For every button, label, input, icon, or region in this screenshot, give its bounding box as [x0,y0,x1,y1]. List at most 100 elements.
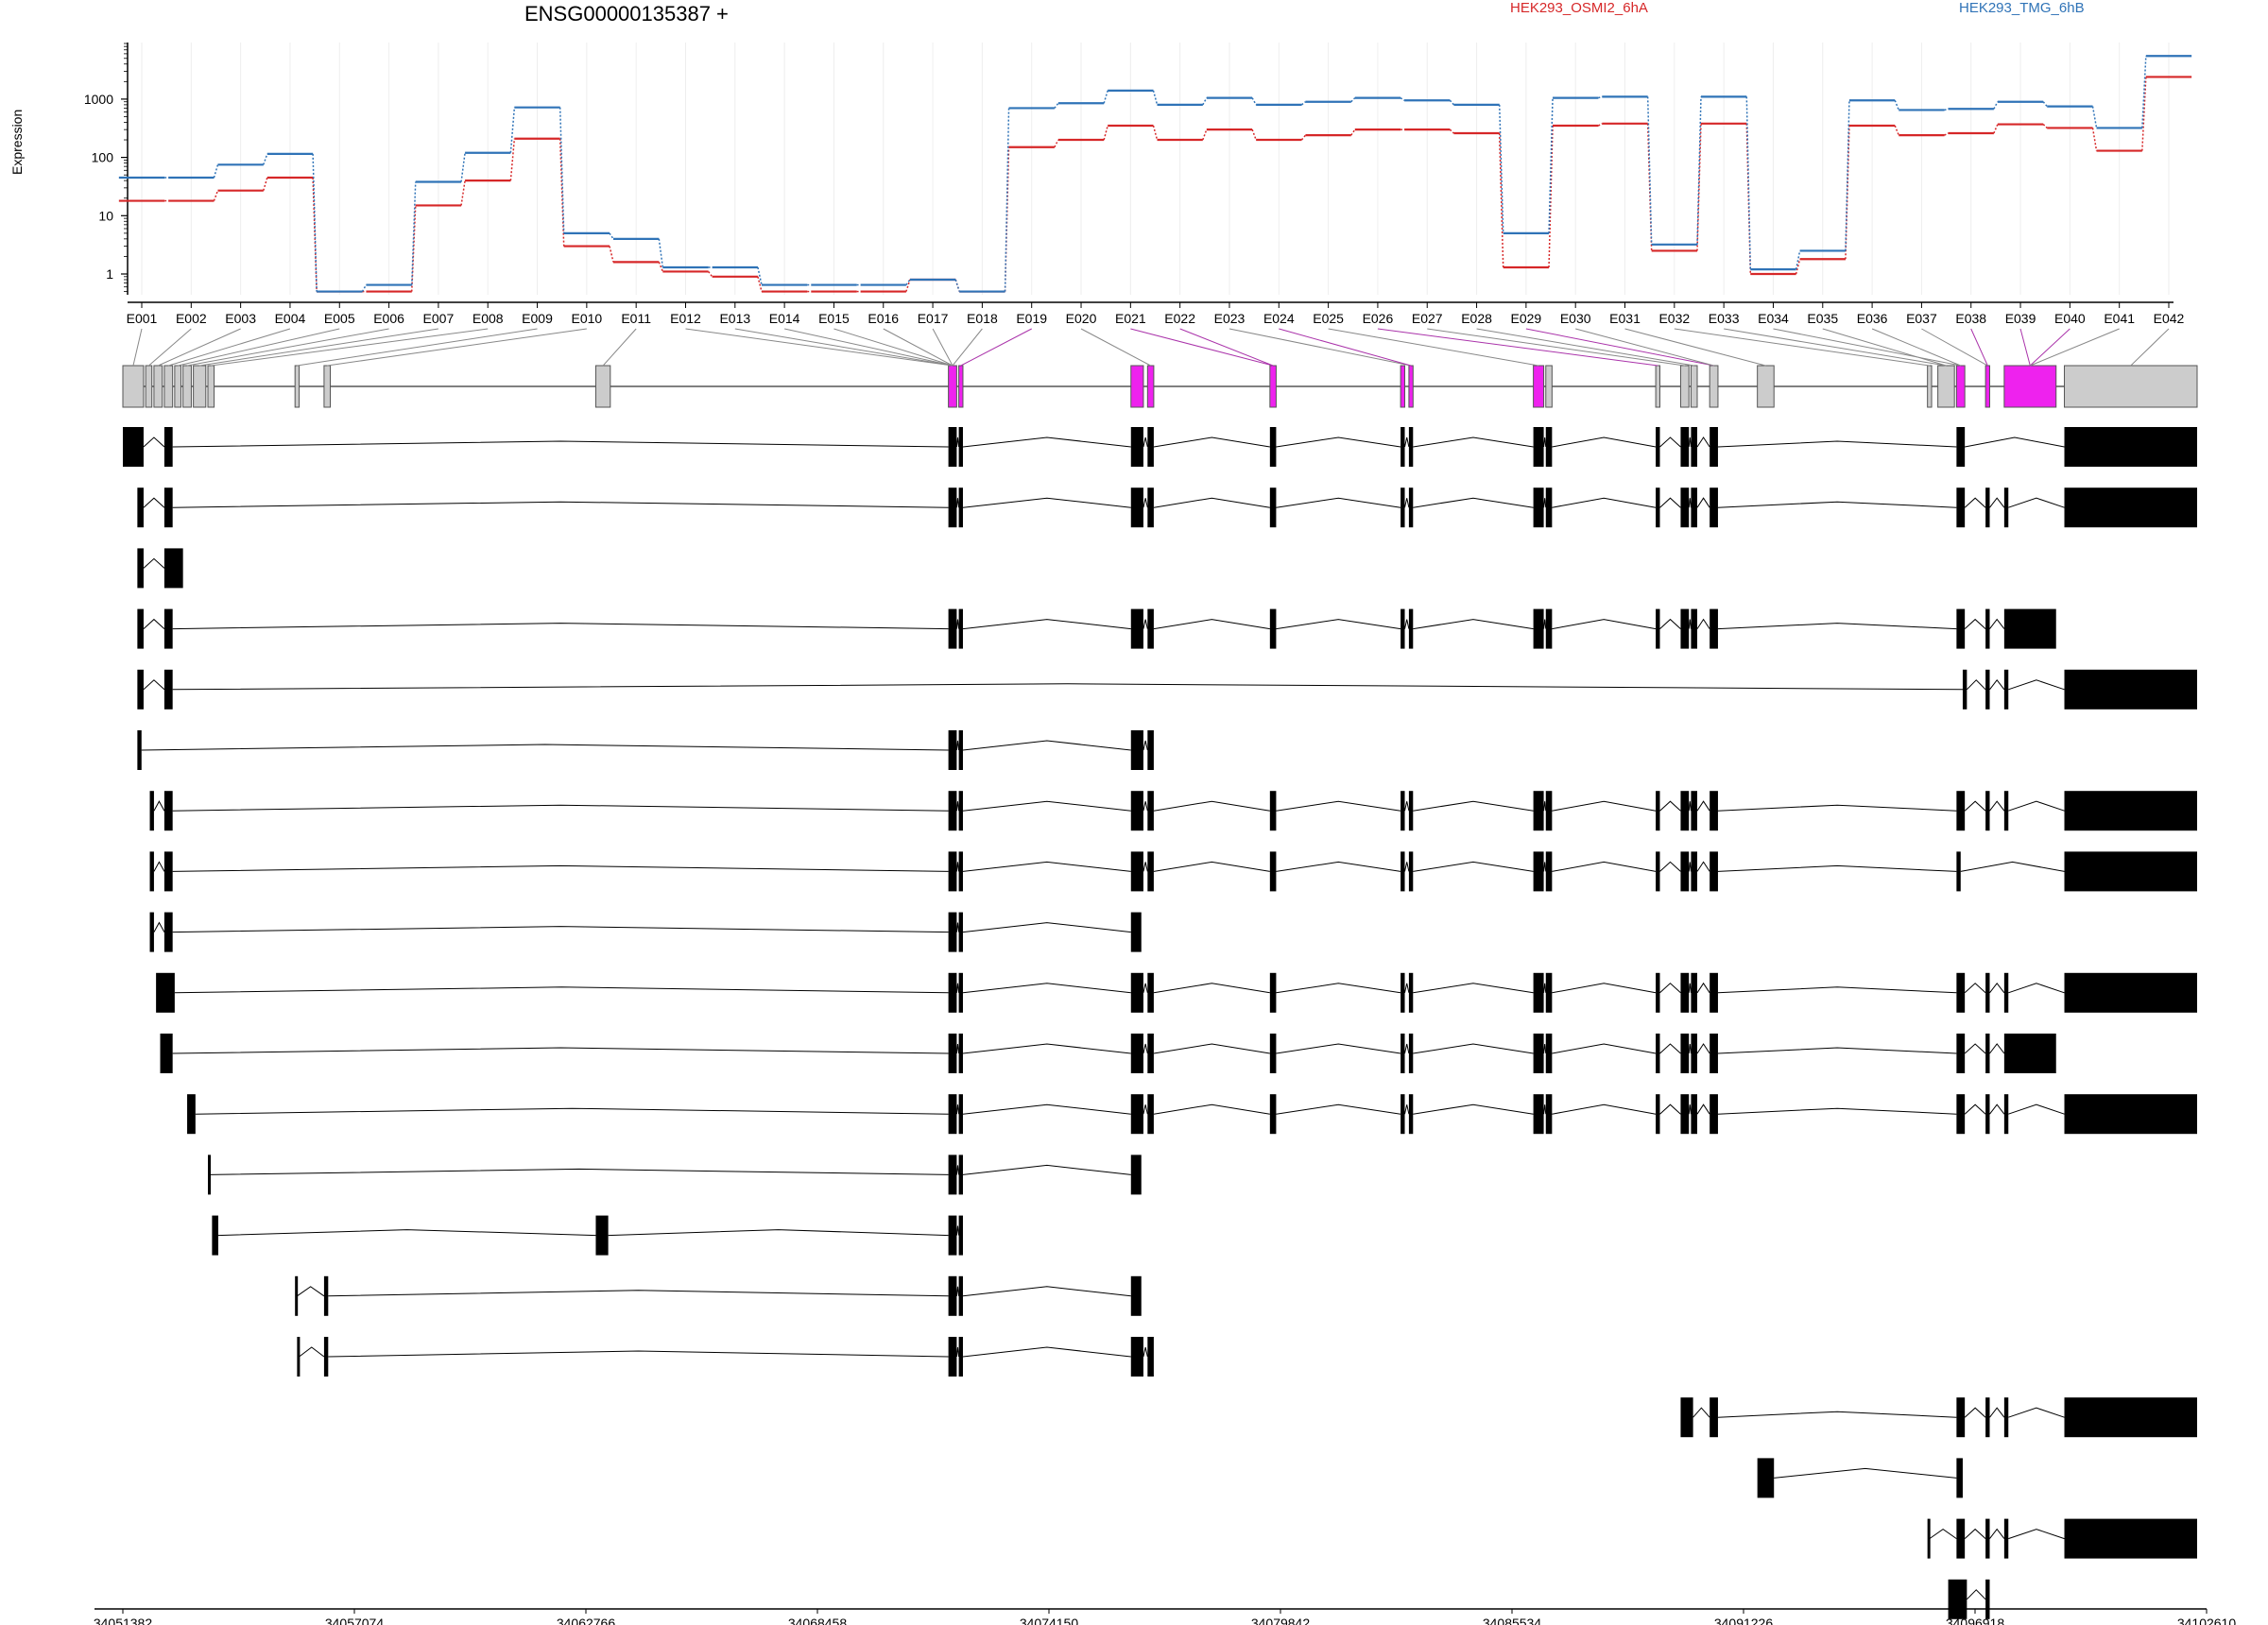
transcript-intron [2008,800,2065,812]
transcript-intron [1543,619,1547,629]
transcript-exon [1130,427,1143,467]
transcript-intron [1276,497,1401,508]
series-connector [509,107,516,153]
transcript-intron [2008,983,2065,994]
exon-connector [1427,328,1685,367]
transcript-exon [1757,1458,1775,1498]
transcript-intron [141,744,949,751]
transcript-intron [962,619,1131,630]
transcript-exon [948,1155,957,1195]
transcript-intron [1153,861,1270,872]
exon-label: E024 [1263,311,1295,326]
transcript-intron [1413,1103,1534,1115]
exon-label: E022 [1164,311,1195,326]
series-connector [905,279,911,285]
transcript-exon [1408,608,1414,649]
transcript-intron [1143,983,1148,993]
transcript-intron [1717,623,1957,630]
transcript-exon [2003,488,2009,528]
transcript-intron [955,498,960,508]
gene-model-exon [1937,365,1955,408]
transcript-exon [1147,608,1154,649]
transcript-intron [1964,497,1986,508]
transcript-intron [1659,1043,1681,1054]
transcript-intron [2008,497,2065,508]
transcript-exon [2064,791,2197,831]
series-connector [1251,128,1257,141]
transcript-intron [1404,1043,1410,1054]
gene-model-exon [1655,365,1660,408]
gene-model-exon [1408,365,1414,408]
transcript-intron [1989,678,2005,691]
transcript-intron [1143,498,1148,508]
transcript-exon [2003,669,2009,710]
exon-connector [199,328,438,367]
transcript-intron [1543,862,1547,872]
transcript-exon [1680,1034,1690,1073]
series-connector [460,152,466,182]
exon-label: E034 [1758,311,1789,326]
exon-connector [1377,328,1658,367]
gene-model-exon [1690,365,1698,408]
transcript-exon [163,851,173,892]
series-connector [2091,128,2098,151]
transcript-intron [1688,498,1692,508]
transcript-row [1927,1518,2197,1559]
transcript-exon [1147,730,1154,770]
transcript-exon [137,730,142,770]
transcript-exon [948,1034,957,1073]
transcript-exon [1400,851,1405,892]
transcript-intron [1696,618,1710,629]
series-connector [1894,125,1899,136]
exon-connector [1822,328,1947,367]
transcript-exon [1710,608,1718,649]
series-connector [757,276,763,292]
transcript-intron [143,679,165,691]
transcript-intron [1659,436,1681,448]
gene-model-exon [1533,365,1545,408]
transcript-intron [2008,1103,2065,1115]
exon-connector [168,328,291,367]
transcript-exon [1710,488,1718,528]
transcript-intron [1659,983,1681,994]
transcript-exon [1656,427,1660,467]
transcript-intron [1404,619,1410,629]
transcript-exon [1962,669,1967,710]
transcript-intron [1964,1407,1986,1418]
transcript-exon [1710,1094,1718,1135]
transcript-intron [1413,1043,1534,1054]
transcript-exon [1691,427,1698,467]
transcript-intron [962,1286,1131,1297]
transcript-exon [948,1337,957,1377]
transcript-intron [1153,497,1270,508]
transcript-exon [1691,851,1698,892]
transcript-exon [1956,1034,1966,1073]
exon-connector [1724,328,1947,367]
exon-connector [1080,328,1151,367]
transcript-exon [1680,851,1690,892]
y-tick-label: 10 [98,208,113,223]
transcript-intron [1153,983,1270,994]
exon-connector [932,328,954,367]
transcript-exon [958,851,963,892]
transcript-intron [1659,497,1681,508]
transcript-exon [1408,791,1414,831]
gene-model-exon [1545,365,1553,408]
gene-model-exon [1269,365,1277,408]
exon-label: E032 [1658,311,1690,326]
transcript-intron [1717,804,1957,812]
transcript-exon [2003,1094,2009,1135]
transcript-exon [1680,791,1690,831]
transcript-intron [955,740,960,751]
transcript-exon [323,1337,329,1377]
transcript-exon [1956,1397,1966,1438]
series-connector [1103,90,1108,104]
exon-connector [960,328,1032,367]
transcript-intron [143,557,165,569]
transcript-intron [1552,861,1657,872]
transcript-exon [1400,972,1405,1013]
transcript-intron [1717,1107,1957,1115]
series-connector [1152,125,1159,141]
transcript-exon [2064,488,2197,528]
exon-connector [1130,328,1274,367]
